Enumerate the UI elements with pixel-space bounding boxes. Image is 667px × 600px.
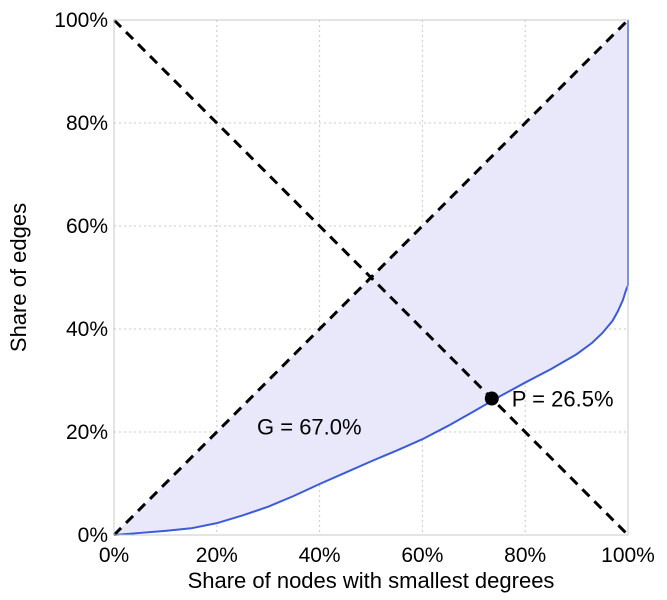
- x-tick-label: 40%: [299, 544, 341, 567]
- y-tick-label: 40%: [66, 318, 108, 341]
- y-tick-label: 60%: [66, 215, 108, 238]
- gini-annotation: G = 67.0%: [257, 415, 362, 440]
- y-tick-label: 20%: [66, 421, 108, 444]
- y-tick-label: 80%: [66, 112, 108, 135]
- p-point-marker: [484, 391, 499, 406]
- x-tick-label: 20%: [196, 544, 238, 567]
- x-tick-label: 0%: [99, 544, 129, 567]
- series-layer: [112, 18, 630, 537]
- x-tick-label: 80%: [504, 544, 546, 567]
- lorenz-curve: [113, 20, 629, 536]
- x-axis-label: Share of nodes with smallest degrees: [188, 568, 555, 593]
- y-axis-label: Share of edges: [6, 203, 31, 352]
- plot-frame: [113, 19, 629, 536]
- x-tick-label: 60%: [401, 544, 443, 567]
- p-point-label: P = 26.5%: [512, 387, 614, 412]
- dashed-reference-line: [112, 18, 630, 537]
- x-tick-label: 100%: [601, 544, 655, 567]
- y-tick-label: 0%: [78, 524, 108, 547]
- y-tick-label: 100%: [54, 9, 108, 32]
- tick-labels: 0% 20% 40% 60% 80% 100% 0% 20% 40% 60% 80% 100%: [54, 9, 655, 567]
